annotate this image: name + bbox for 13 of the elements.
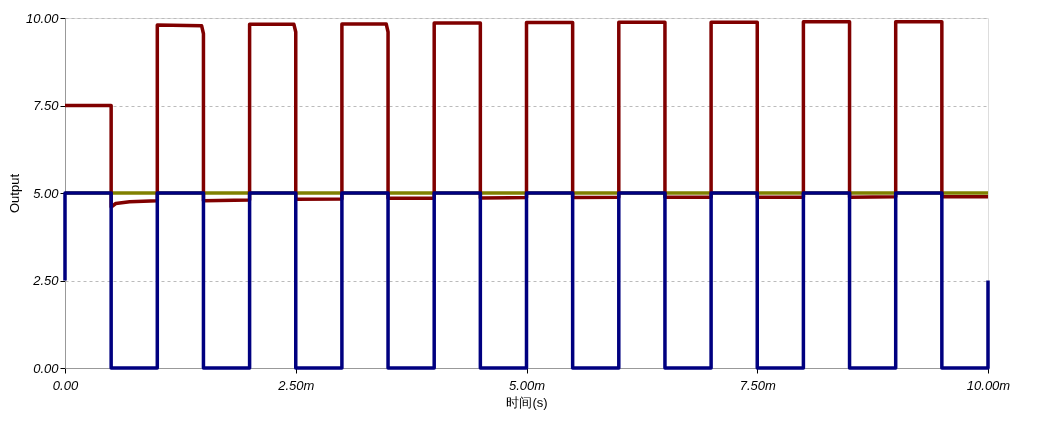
x-axis-title: 时间(s) xyxy=(506,394,548,410)
x-tick-label: 7.50m xyxy=(739,377,776,393)
y-tick-label: 0.00 xyxy=(33,360,60,376)
y-tick-label: 7.50 xyxy=(33,98,60,113)
x-tick-label: 5.00m xyxy=(508,377,546,393)
line-series xyxy=(63,20,990,209)
x-tick-label: 10.00m xyxy=(966,377,1011,393)
y-tick-label: 10.00 xyxy=(25,10,60,26)
y-tick-label: 5.00 xyxy=(33,185,60,201)
y-tick-label: 2.50 xyxy=(32,273,60,288)
x-tick-label: 0.00 xyxy=(52,377,79,393)
y-axis-title: Output xyxy=(6,173,22,214)
x-tick-label: 2.50m xyxy=(277,377,315,393)
